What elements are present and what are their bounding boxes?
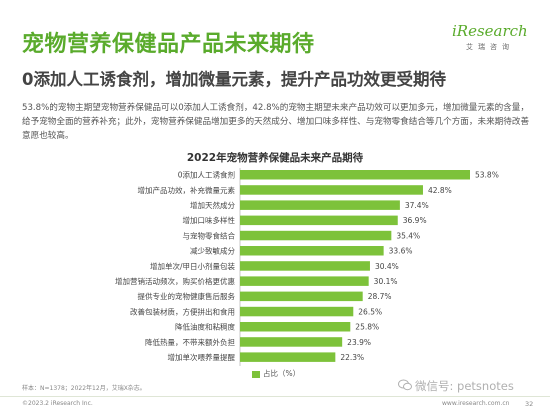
bar-chart: 0添加人工诱食剂 53.8% 增加产品功效，补充微量元素 42.8% 增加天然成分 37.… — [115, 168, 499, 366]
category-label: 增加天然成分 — [190, 200, 235, 210]
bar — [240, 306, 354, 317]
category-label: 0添加人工诱食剂 — [178, 170, 235, 180]
bar-value-label: 42.8% — [428, 186, 452, 195]
footnote: 样本：N=1378；2022年12月，艾瑞X杂志。 — [22, 385, 146, 392]
logo-sub-text: 艾瑞咨询 — [466, 43, 514, 51]
copyright: ©2023.2 iResearch Inc. — [22, 400, 93, 407]
bar-value-label: 23.9% — [347, 338, 371, 347]
bar — [240, 230, 392, 241]
legend-label: 占比（%） — [263, 369, 301, 378]
category-label: 增加营销活动频次，购买价格更优惠 — [115, 276, 235, 286]
wechat-icon — [398, 379, 412, 394]
bar-value-label: 28.7% — [368, 292, 392, 301]
page-subtitle: 0添加人工诱食剂，增加微量元素，提升产品功效更受期待 — [22, 70, 446, 89]
category-label: 增加单次喂养量提醒 — [168, 352, 236, 362]
bar-value-label: 53.8% — [475, 171, 499, 180]
bar — [240, 276, 369, 286]
bar-value-label: 37.4% — [405, 201, 429, 210]
bar — [240, 337, 343, 347]
bar — [240, 352, 336, 362]
bar-value-label: 36.9% — [403, 216, 427, 225]
bar — [240, 246, 384, 256]
bar-value-label: 30.4% — [375, 262, 399, 271]
bar-value-label: 25.8% — [355, 323, 379, 332]
chart-legend: 占比（%） — [252, 368, 300, 379]
category-label: 增加单次/甲日小剂量包装 — [150, 261, 236, 271]
bar-value-label: 35.4% — [396, 231, 420, 240]
bar — [240, 185, 423, 195]
bar-value-label: 26.5% — [358, 307, 382, 316]
bar-value-label: 33.6% — [389, 247, 413, 256]
bar — [240, 291, 363, 302]
bar-value-label: 30.1% — [374, 277, 398, 286]
chart-title: 2022年宠物营养保健品未来产品期待 — [186, 152, 364, 164]
category-label: 改善包装材质，方便拼出和食用 — [130, 306, 235, 316]
category-label: 提供专业的宠物健康售后服务 — [138, 291, 236, 301]
bar — [240, 261, 370, 271]
footer-divider — [0, 396, 550, 397]
category-label: 减少致敏成分 — [190, 246, 235, 256]
category-label: 增加口味多样性 — [183, 215, 236, 225]
wechat-watermark: 微信号: petsnotes — [398, 378, 514, 394]
bar — [240, 322, 351, 332]
logo-main-text: iResearch — [452, 22, 528, 40]
summary-paragraph: 53.8%的宠物主期望宠物营养保健品可以0添加人工诱食剂，42.8%的宠物主期望… — [22, 103, 530, 141]
page-number: 32 — [525, 400, 534, 408]
page-title: 宠物营养保健品产品未来期待 — [22, 32, 315, 57]
iresearch-logo: iResearch 艾瑞咨询 — [452, 22, 530, 56]
category-label: 与宠物零食结合 — [183, 230, 236, 240]
bar — [240, 170, 470, 180]
site-url: www.iresearch.com.cn — [442, 400, 510, 407]
legend-swatch — [252, 370, 260, 378]
category-label: 增加产品功效，补充微量元素 — [138, 185, 236, 195]
category-label: 降低油度和粘稠度 — [175, 322, 235, 332]
category-label: 降低热量，不带来额外负担 — [145, 337, 235, 347]
watermark-text: 微信号: petsnotes — [415, 379, 514, 393]
bar — [240, 200, 400, 210]
bar — [240, 215, 398, 226]
bar-value-label: 22.3% — [340, 353, 364, 362]
